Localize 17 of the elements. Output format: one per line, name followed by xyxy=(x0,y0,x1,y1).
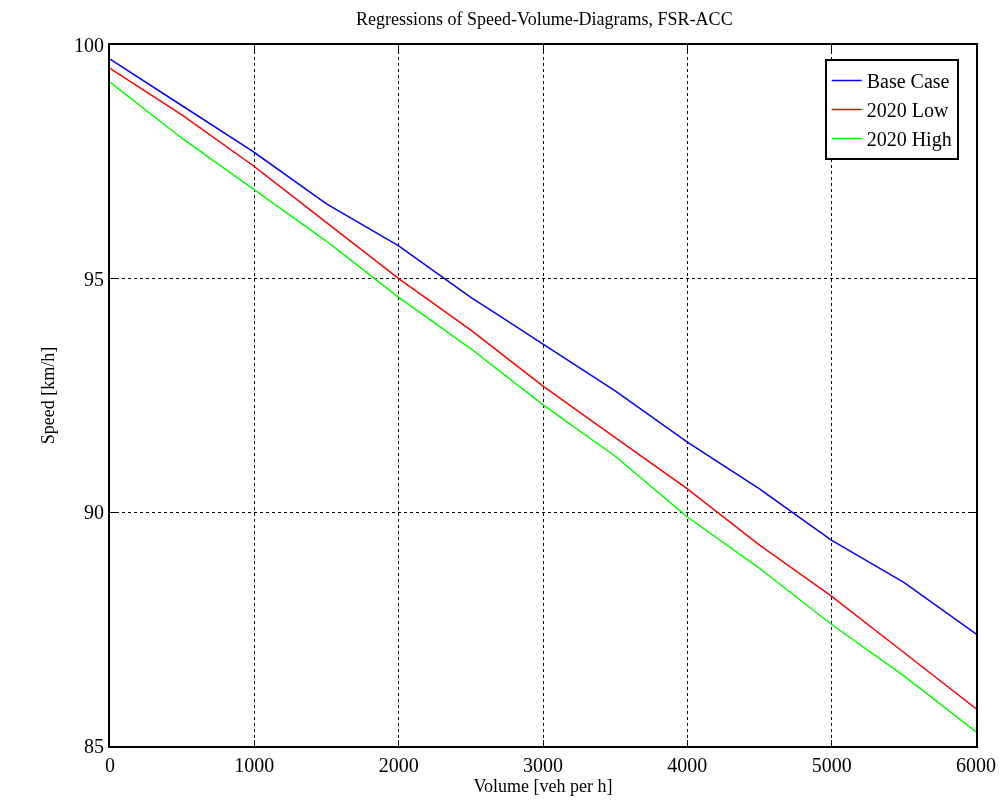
x-tick-label: 2000 xyxy=(378,754,419,776)
y-tick-label: 85 xyxy=(84,735,104,757)
legend-label: 2020 Low xyxy=(866,99,949,122)
x-tick-label: 5000 xyxy=(811,754,852,776)
y-axis-title: Speed [km/h] xyxy=(37,346,58,445)
chart-title: Regressions of Speed-Volume-Diagrams, FSR-ACC xyxy=(355,8,733,29)
y-tick-label: 90 xyxy=(84,501,104,524)
x-tick-label: 6000 xyxy=(956,754,996,776)
y-tick-label: 95 xyxy=(84,267,104,290)
x-tick-label: 0 xyxy=(105,754,115,776)
legend-label: Base Case xyxy=(866,70,950,93)
x-axis-title: Volume [veh per h] xyxy=(473,776,613,796)
x-tick-label: 1000 xyxy=(234,754,275,776)
x-tick-label: 3000 xyxy=(523,754,563,776)
legend-label: 2020 High xyxy=(866,128,952,152)
x-tick-label: 4000 xyxy=(667,754,708,776)
y-tick-label: 100 xyxy=(74,34,104,56)
